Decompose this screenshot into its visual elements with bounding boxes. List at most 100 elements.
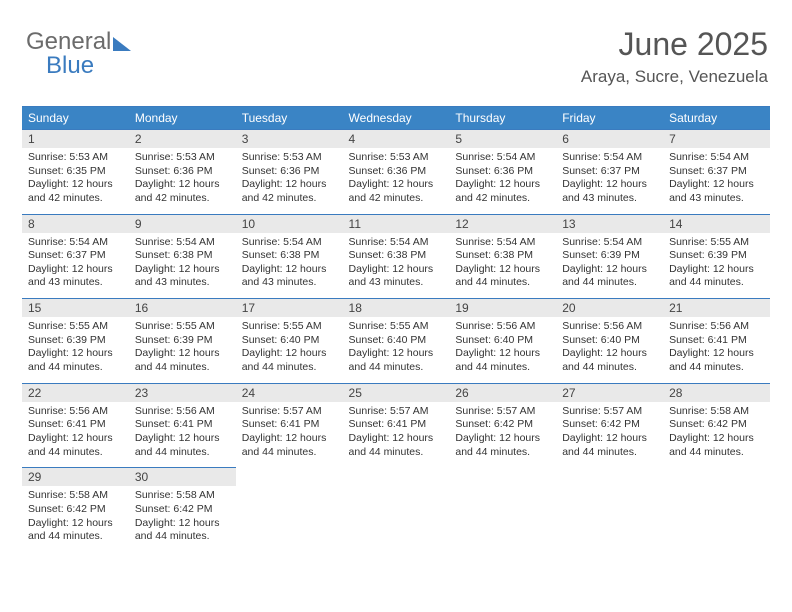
day-details: Sunrise: 5:54 AMSunset: 6:37 PMDaylight:… (22, 233, 129, 299)
calendar-day-cell (236, 468, 343, 552)
day-number: 25 (343, 384, 450, 402)
day-number: 30 (129, 468, 236, 486)
sunset-line: Sunset: 6:39 PM (28, 334, 106, 346)
sunset-line: Sunset: 6:40 PM (455, 334, 533, 346)
day-details: Sunrise: 5:56 AMSunset: 6:41 PMDaylight:… (663, 317, 770, 383)
sunrise-line: Sunrise: 5:54 AM (669, 151, 749, 163)
calendar-day-cell: 28Sunrise: 5:58 AMSunset: 6:42 PMDayligh… (663, 383, 770, 468)
calendar-day-cell: 1Sunrise: 5:53 AMSunset: 6:35 PMDaylight… (22, 130, 129, 215)
day-number: 23 (129, 384, 236, 402)
day-header: Tuesday (236, 107, 343, 130)
calendar-day-cell: 26Sunrise: 5:57 AMSunset: 6:42 PMDayligh… (449, 383, 556, 468)
day-number: 27 (556, 384, 663, 402)
day-details: Sunrise: 5:56 AMSunset: 6:41 PMDaylight:… (129, 402, 236, 468)
sunrise-line: Sunrise: 5:53 AM (28, 151, 108, 163)
day-number: 19 (449, 299, 556, 317)
day-number: 9 (129, 215, 236, 233)
day-header: Saturday (663, 107, 770, 130)
calendar-day-cell: 24Sunrise: 5:57 AMSunset: 6:41 PMDayligh… (236, 383, 343, 468)
day-number: 1 (22, 130, 129, 148)
daylight-line: Daylight: 12 hours and 44 minutes. (669, 347, 754, 373)
day-details: Sunrise: 5:57 AMSunset: 6:42 PMDaylight:… (556, 402, 663, 468)
sunset-line: Sunset: 6:37 PM (669, 165, 747, 177)
calendar-day-cell: 27Sunrise: 5:57 AMSunset: 6:42 PMDayligh… (556, 383, 663, 468)
sunset-line: Sunset: 6:41 PM (28, 418, 106, 430)
location-text: Araya, Sucre, Venezuela (581, 67, 768, 87)
day-number: 22 (22, 384, 129, 402)
day-number: 5 (449, 130, 556, 148)
sunrise-line: Sunrise: 5:54 AM (349, 236, 429, 248)
day-details: Sunrise: 5:58 AMSunset: 6:42 PMDaylight:… (663, 402, 770, 468)
daylight-line: Daylight: 12 hours and 44 minutes. (135, 517, 220, 543)
day-header: Friday (556, 107, 663, 130)
sunset-line: Sunset: 6:41 PM (349, 418, 427, 430)
sunrise-line: Sunrise: 5:56 AM (135, 405, 215, 417)
calendar-day-cell: 14Sunrise: 5:55 AMSunset: 6:39 PMDayligh… (663, 214, 770, 299)
daylight-line: Daylight: 12 hours and 44 minutes. (349, 432, 434, 458)
daylight-line: Daylight: 12 hours and 44 minutes. (669, 263, 754, 289)
daylight-line: Daylight: 12 hours and 42 minutes. (455, 178, 540, 204)
day-number: 6 (556, 130, 663, 148)
sunrise-line: Sunrise: 5:56 AM (28, 405, 108, 417)
sunrise-line: Sunrise: 5:57 AM (562, 405, 642, 417)
sunset-line: Sunset: 6:40 PM (242, 334, 320, 346)
day-header: Thursday (449, 107, 556, 130)
calendar-day-cell: 20Sunrise: 5:56 AMSunset: 6:40 PMDayligh… (556, 299, 663, 384)
calendar-week-row: 1Sunrise: 5:53 AMSunset: 6:35 PMDaylight… (22, 130, 770, 215)
daylight-line: Daylight: 12 hours and 43 minutes. (669, 178, 754, 204)
sunrise-line: Sunrise: 5:54 AM (455, 236, 535, 248)
sunrise-line: Sunrise: 5:58 AM (135, 489, 215, 501)
day-details: Sunrise: 5:55 AMSunset: 6:39 PMDaylight:… (22, 317, 129, 383)
calendar-day-cell: 18Sunrise: 5:55 AMSunset: 6:40 PMDayligh… (343, 299, 450, 384)
calendar-day-cell: 23Sunrise: 5:56 AMSunset: 6:41 PMDayligh… (129, 383, 236, 468)
day-number: 26 (449, 384, 556, 402)
sunset-line: Sunset: 6:38 PM (242, 249, 320, 261)
day-details: Sunrise: 5:55 AMSunset: 6:39 PMDaylight:… (663, 233, 770, 299)
day-details: Sunrise: 5:54 AM Sunset: 6:37 PMDaylight:… (663, 148, 770, 214)
sunset-line: Sunset: 6:36 PM (242, 165, 320, 177)
calendar-day-cell: 16Sunrise: 5:55 AMSunset: 6:39 PMDayligh… (129, 299, 236, 384)
sunset-line: Sunset: 6:40 PM (349, 334, 427, 346)
sunset-line: Sunset: 6:36 PM (349, 165, 427, 177)
calendar-day-cell: 8Sunrise: 5:54 AMSunset: 6:37 PMDaylight… (22, 214, 129, 299)
logo-triangle-icon (113, 37, 131, 51)
daylight-line: Daylight: 12 hours and 44 minutes. (349, 347, 434, 373)
sunrise-line: Sunrise: 5:53 AM (349, 151, 429, 163)
day-details: Sunrise: 5:57 AMSunset: 6:41 PMDaylight:… (236, 402, 343, 468)
calendar-body: 1Sunrise: 5:53 AMSunset: 6:35 PMDaylight… (22, 130, 770, 552)
daylight-line: Daylight: 12 hours and 44 minutes. (135, 432, 220, 458)
day-number: 17 (236, 299, 343, 317)
day-details: Sunrise: 5:54 AMSunset: 6:39 PMDaylight:… (556, 233, 663, 299)
day-number: 28 (663, 384, 770, 402)
day-number: 20 (556, 299, 663, 317)
calendar-day-cell: 4Sunrise: 5:53 AMSunset: 6:36 PMDaylight… (343, 130, 450, 215)
day-header: Sunday (22, 107, 129, 130)
daylight-line: Daylight: 12 hours and 44 minutes. (455, 263, 540, 289)
sunrise-line: Sunrise: 5:55 AM (669, 236, 749, 248)
calendar-day-cell: 10Sunrise: 5:54 AMSunset: 6:38 PMDayligh… (236, 214, 343, 299)
sunset-line: Sunset: 6:41 PM (669, 334, 747, 346)
day-number: 13 (556, 215, 663, 233)
calendar-day-cell: 6Sunrise: 5:54 AMSunset: 6:37 PMDaylight… (556, 130, 663, 215)
sunrise-line: Sunrise: 5:53 AM (242, 151, 322, 163)
sunrise-line: Sunrise: 5:56 AM (562, 320, 642, 332)
day-details: Sunrise: 5:54 AMSunset: 6:38 PMDaylight:… (129, 233, 236, 299)
calendar-week-row: 29Sunrise: 5:58 AMSunset: 6:42 PMDayligh… (22, 468, 770, 552)
day-details: Sunrise: 5:54 AMSunset: 6:36 PMDaylight:… (449, 148, 556, 214)
daylight-line: Daylight: 12 hours and 43 minutes. (135, 263, 220, 289)
sunset-line: Sunset: 6:38 PM (455, 249, 533, 261)
calendar-day-cell: 5Sunrise: 5:54 AMSunset: 6:36 PMDaylight… (449, 130, 556, 215)
calendar-day-cell: 25Sunrise: 5:57 AMSunset: 6:41 PMDayligh… (343, 383, 450, 468)
daylight-line: Daylight: 12 hours and 44 minutes. (242, 347, 327, 373)
page-title: June 2025 (581, 26, 768, 63)
calendar-week-row: 22Sunrise: 5:56 AMSunset: 6:41 PMDayligh… (22, 383, 770, 468)
calendar-header-row: SundayMondayTuesdayWednesdayThursdayFrid… (22, 107, 770, 130)
sunrise-line: Sunrise: 5:54 AM (28, 236, 108, 248)
sunset-line: Sunset: 6:42 PM (28, 503, 106, 515)
day-details: Sunrise: 5:55 AMSunset: 6:40 PMDaylight:… (343, 317, 450, 383)
sunrise-line: Sunrise: 5:54 AM (135, 236, 215, 248)
daylight-line: Daylight: 12 hours and 42 minutes. (135, 178, 220, 204)
day-number: 2 (129, 130, 236, 148)
sunset-line: Sunset: 6:39 PM (562, 249, 640, 261)
calendar-week-row: 8Sunrise: 5:54 AMSunset: 6:37 PMDaylight… (22, 214, 770, 299)
